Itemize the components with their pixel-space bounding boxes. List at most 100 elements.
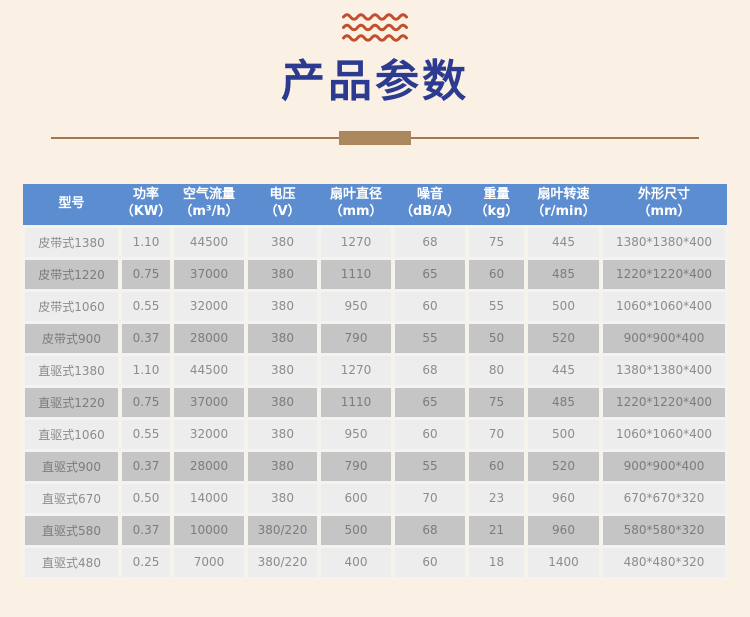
value-cell: 1400 [524, 544, 603, 580]
value-cell: 7000 [170, 544, 248, 580]
value-cell: 0.55 [118, 416, 174, 452]
value-cell: 380 [244, 288, 321, 324]
value-cell: 23 [465, 480, 528, 516]
table-row: 皮带式1380 1.10 44500 380 1270 68 75 445 1380*1380*… [21, 224, 729, 260]
value-cell: 1110 [317, 256, 395, 292]
model-cell: 直驱式1380 [21, 352, 122, 388]
value-cell: 44500 [170, 224, 248, 260]
table-row: 直驱式480 0.25 7000 380/220 400 60 18 1400 480*480*… [21, 544, 729, 580]
column-header-0: 型号 [23, 184, 120, 226]
value-cell: 1060*1060*400 [599, 416, 729, 452]
value-cell: 68 [391, 352, 469, 388]
value-cell: 50 [465, 320, 528, 356]
value-cell: 485 [524, 256, 603, 292]
model-cell: 直驱式580 [21, 512, 122, 548]
title-divider [51, 131, 699, 145]
table-body: 皮带式1380 1.10 44500 380 1270 68 75 445 1380*1380*… [21, 224, 729, 580]
model-cell: 直驱式1060 [21, 416, 122, 452]
value-cell: 55 [465, 288, 528, 324]
value-cell: 75 [465, 224, 528, 260]
value-cell: 380 [244, 320, 321, 356]
column-unit: （mm） [637, 204, 691, 220]
column-label: 空气流量 [182, 187, 235, 203]
column-header-4: 扇叶直径 （mm） [319, 184, 393, 226]
column-header-8: 外形尺寸 （mm） [601, 184, 727, 226]
column-label: 电压 [269, 187, 296, 203]
value-cell: 500 [317, 512, 395, 548]
value-cell: 1220*1220*400 [599, 384, 729, 420]
column-header-6: 重量 （kg） [467, 184, 526, 226]
column-label: 型号 [58, 195, 85, 211]
value-cell: 580*580*320 [599, 512, 729, 548]
value-cell: 960 [524, 480, 603, 516]
column-label: 功率 [132, 187, 159, 203]
value-cell: 380 [244, 384, 321, 420]
table-row: 直驱式1060 0.55 32000 380 950 60 70 500 1060*1060*4… [21, 416, 729, 452]
triple-wave-icon [341, 12, 409, 44]
column-label: 重量 [483, 187, 510, 203]
table-row: 皮带式900 0.37 28000 380 790 55 50 520 900*900*400 [21, 320, 729, 356]
value-cell: 1220*1220*400 [599, 256, 729, 292]
column-unit: （r/min） [531, 204, 596, 220]
value-cell: 55 [391, 320, 469, 356]
value-cell: 21 [465, 512, 528, 548]
table-row: 直驱式900 0.37 28000 380 790 55 60 520 900*900*400 [21, 448, 729, 484]
value-cell: 68 [391, 512, 469, 548]
value-cell: 1.10 [118, 352, 174, 388]
value-cell: 950 [317, 288, 395, 324]
value-cell: 1110 [317, 384, 395, 420]
value-cell: 485 [524, 384, 603, 420]
value-cell: 18 [465, 544, 528, 580]
value-cell: 950 [317, 416, 395, 452]
value-cell: 0.75 [118, 384, 174, 420]
value-cell: 400 [317, 544, 395, 580]
value-cell: 60 [465, 448, 528, 484]
value-cell: 445 [524, 352, 603, 388]
value-cell: 380/220 [244, 544, 321, 580]
model-cell: 皮带式1220 [21, 256, 122, 292]
value-cell: 10000 [170, 512, 248, 548]
value-cell: 380 [244, 480, 321, 516]
column-unit: （kg） [474, 204, 519, 220]
value-cell: 1270 [317, 224, 395, 260]
column-header-2: 空气流量 （m³/h） [172, 184, 246, 226]
value-cell: 32000 [170, 288, 248, 324]
value-cell: 960 [524, 512, 603, 548]
value-cell: 0.55 [118, 288, 174, 324]
value-cell: 37000 [170, 384, 248, 420]
value-cell: 68 [391, 224, 469, 260]
value-cell: 380 [244, 256, 321, 292]
column-label: 扇叶转速 [537, 187, 590, 203]
value-cell: 500 [524, 416, 603, 452]
value-cell: 70 [465, 416, 528, 452]
value-cell: 500 [524, 288, 603, 324]
value-cell: 28000 [170, 320, 248, 356]
column-label: 噪音 [416, 187, 443, 203]
model-cell: 直驱式900 [21, 448, 122, 484]
value-cell: 60 [391, 416, 469, 452]
column-header-1: 功率 （KW） [120, 184, 172, 226]
value-cell: 380 [244, 224, 321, 260]
value-cell: 70 [391, 480, 469, 516]
column-unit: （V） [264, 204, 301, 220]
value-cell: 520 [524, 320, 603, 356]
model-cell: 直驱式480 [21, 544, 122, 580]
value-cell: 75 [465, 384, 528, 420]
table-row: 皮带式1220 0.75 37000 380 1110 65 60 485 1220*1220*… [21, 256, 729, 292]
column-unit: （dB/A） [399, 204, 461, 220]
model-cell: 皮带式1380 [21, 224, 122, 260]
value-cell: 0.37 [118, 448, 174, 484]
value-cell: 1270 [317, 352, 395, 388]
value-cell: 60 [391, 544, 469, 580]
value-cell: 0.25 [118, 544, 174, 580]
column-unit: （KW） [120, 204, 172, 220]
model-cell: 直驱式1220 [21, 384, 122, 420]
value-cell: 32000 [170, 416, 248, 452]
value-cell: 0.50 [118, 480, 174, 516]
value-cell: 480*480*320 [599, 544, 729, 580]
value-cell: 1060*1060*400 [599, 288, 729, 324]
column-label: 外形尺寸 [637, 187, 690, 203]
value-cell: 37000 [170, 256, 248, 292]
value-cell: 80 [465, 352, 528, 388]
